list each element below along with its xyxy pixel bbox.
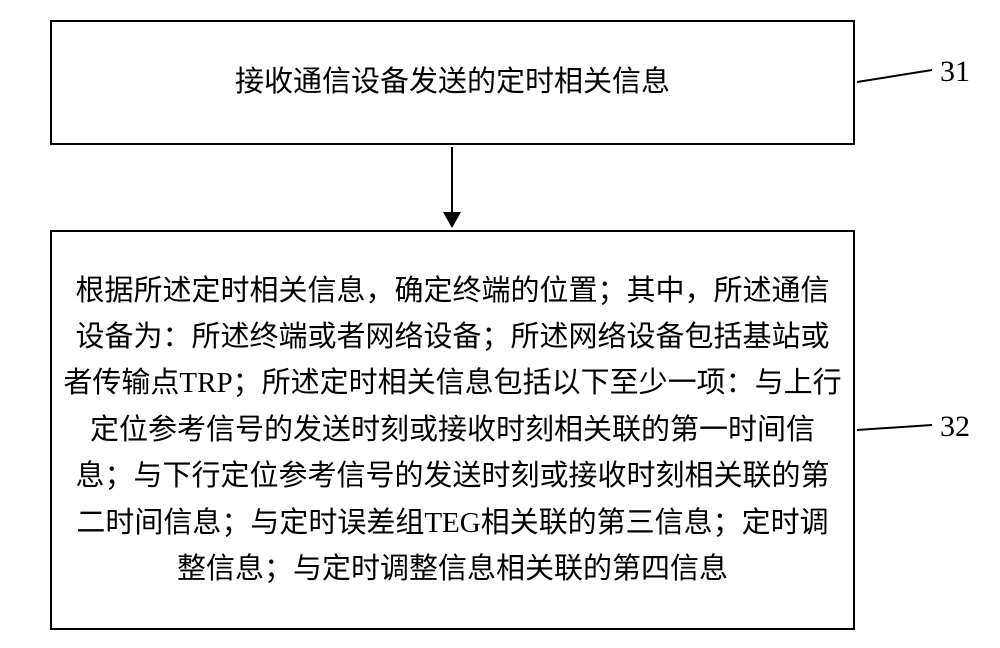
- ref-label-31: 31: [940, 55, 970, 89]
- flow-step-31-text: 接收通信设备发送的定时相关信息: [52, 59, 853, 105]
- flow-step-31: 接收通信设备发送的定时相关信息: [50, 20, 855, 145]
- flow-step-32-text: 根据所述定时相关信息，确定终端的位置；其中，所述通信设备为：所述终端或者网络设备…: [52, 268, 853, 593]
- ref-label-32: 32: [940, 410, 970, 444]
- diagram-canvas: 接收通信设备发送的定时相关信息 根据所述定时相关信息，确定终端的位置；其中，所述…: [0, 0, 1000, 648]
- flow-arrow: [439, 147, 465, 230]
- leader-line-32: [855, 423, 934, 432]
- flow-step-32: 根据所述定时相关信息，确定终端的位置；其中，所述通信设备为：所述终端或者网络设备…: [50, 230, 855, 630]
- leader-line-31: [855, 68, 934, 84]
